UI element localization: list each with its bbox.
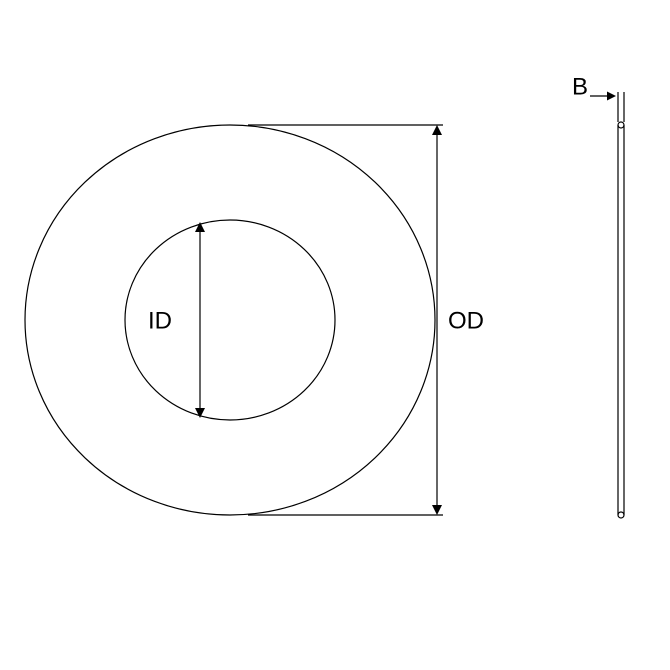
- od-label: OD: [448, 307, 484, 334]
- b-label: B: [572, 73, 588, 100]
- id-label: ID: [148, 307, 172, 334]
